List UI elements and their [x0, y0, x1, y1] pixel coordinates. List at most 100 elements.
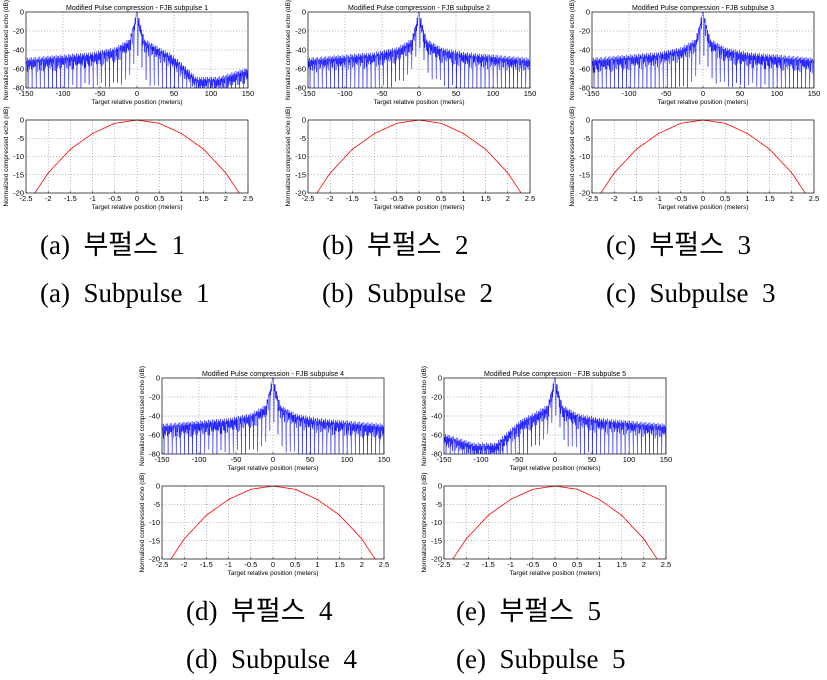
figure-a-svg: Modified Pulse compression - FJB subpuls… [3, 0, 254, 211]
data-point-bottom-0-8 [203, 148, 204, 150]
data-point-top-0-2 [70, 55, 71, 56]
ytick-label-top-2-3: -60 [579, 65, 590, 74]
data-point-top-2-10 [769, 55, 770, 56]
ytick-label-bottom-1-0: 0 [302, 116, 306, 125]
xtick-label-top-3-0: -150 [154, 455, 169, 464]
ytick-label-top-4-0: 0 [438, 374, 442, 383]
caption-c-en-text: (c) Subpulse 3 [606, 278, 776, 308]
caption-a-ko: (a) 부펄스 1 [40, 232, 185, 259]
xlabel-bottom-4: Target relative position (meters) [509, 570, 600, 577]
ytick-label-bottom-2-4: -20 [579, 189, 590, 198]
xtick-label-bottom-0-5: 0 [135, 194, 139, 203]
xtick-label-bottom-2-1: -2 [611, 194, 618, 203]
ytick-label-top-1-4: -80 [295, 84, 306, 93]
xtick-label-bottom-4-4: -0.5 [526, 560, 539, 569]
data-point-bottom-0-9 [225, 172, 227, 174]
xtick-label-bottom-4-10: 2.5 [661, 560, 671, 569]
xtick-label-top-0-5: 100 [205, 89, 218, 98]
ylabel-top-1: Normalized compressed echo (dB) [285, 0, 292, 100]
data-point-top-0-11 [195, 78, 197, 79]
ytick-label-bottom-0-0: 0 [20, 116, 24, 125]
xtick-label-bottom-3-5: 0 [271, 560, 275, 569]
xtick-label-bottom-4-9: 2 [642, 560, 646, 569]
data-point-bottom-3-2 [206, 514, 207, 516]
data-point-top-4-12 [643, 423, 645, 424]
data-point-top-4-4 [521, 420, 522, 422]
ytick-label-top-4-4: -80 [431, 450, 442, 459]
data-point-top-2-7 [710, 40, 711, 41]
xtick-label-top-1-2: -50 [377, 89, 388, 98]
xtick-label-bottom-0-10: 2.5 [243, 194, 253, 203]
data-point-bottom-4-7 [599, 499, 600, 500]
caption-d-ko-text: (d) 부펄스 4 [186, 596, 333, 626]
caption-b-ko-text: (b) 부펄스 2 [322, 230, 469, 260]
xtick-label-bottom-2-9: 2 [790, 194, 794, 203]
chart-title-1: Modified Pulse compression - FJB subpuls… [348, 5, 490, 12]
data-point-top-3-3 [228, 419, 229, 421]
plot-top-2: Modified Pulse compression - FJB subpuls… [569, 0, 820, 106]
xtick-label-bottom-4-3: -1 [507, 560, 514, 569]
data-point-top-4-11 [621, 421, 622, 422]
data-point-top-2-8 [724, 48, 726, 50]
data-point-bottom-0-7 [181, 133, 182, 134]
xtick-label-bottom-3-3: -1 [225, 560, 232, 569]
xtick-label-bottom-0-4: -0.5 [108, 194, 121, 203]
xtick-label-bottom-3-9: 2 [360, 560, 364, 569]
ylabel-bottom-3: Normalized compressed echo (dB) [139, 472, 146, 572]
data-point-bottom-4-9 [643, 538, 645, 540]
ytick-label-bottom-3-2: -10 [149, 518, 160, 527]
xtick-label-top-1-1: -100 [337, 89, 352, 98]
data-point-top-3-7 [280, 406, 281, 407]
xtick-label-bottom-1-5: 0 [417, 194, 421, 203]
ytick-label-bottom-3-4: -20 [149, 555, 160, 564]
xtick-label-top-0-0: -150 [18, 89, 33, 98]
xtick-label-top-2-3: 0 [701, 89, 705, 98]
figure-d-svg: Modified Pulse compression - FJB subpuls… [139, 366, 390, 577]
ytick-label-bottom-1-3: -15 [295, 170, 306, 179]
data-point-bottom-2-9 [791, 172, 793, 174]
caption-d-en: (d) Subpulse 4 [186, 646, 357, 673]
ytick-label-top-1-3: -60 [295, 65, 306, 74]
xlabel-bottom-1: Target relative position (meters) [373, 204, 464, 211]
xtick-label-bottom-0-2: -1.5 [64, 194, 77, 203]
xtick-label-bottom-2-6: 0.5 [720, 194, 730, 203]
ytick-label-bottom-1-2: -10 [295, 152, 306, 161]
ytick-label-bottom-2-1: -5 [583, 134, 590, 143]
data-point-top-0-10 [181, 63, 182, 65]
ytick-label-bottom-3-0: 0 [156, 482, 160, 491]
figure-e: Modified Pulse compression - FJB subpuls… [418, 366, 688, 586]
xtick-label-bottom-1-1: -2 [327, 194, 334, 203]
ytick-label-bottom-4-4: -20 [431, 555, 442, 564]
data-point-bottom-3-6 [294, 488, 296, 490]
plot-bottom-2: -2.5 -2 -1.5 -1 -0.5 0 0.5 1 1.5 2 2.5 0 -5 -10 -15 -20… [569, 106, 819, 211]
ytick-label-top-0-0: 0 [20, 8, 24, 17]
caption-d-ko: (d) 부펄스 4 [186, 598, 333, 625]
plot-top-1: Modified Pulse compression - FJB subpuls… [285, 0, 536, 106]
ytick-label-top-2-0: 0 [586, 8, 590, 17]
xtick-label-bottom-1-8: 1.5 [480, 194, 490, 203]
data-point-top-3-2 [206, 421, 207, 422]
data-point-top-0-8 [158, 48, 160, 50]
data-point-top-4-2 [495, 444, 497, 445]
xtick-label-bottom-2-8: 1.5 [764, 194, 774, 203]
plot-bottom-4: -2.5 -2 -1.5 -1 -0.5 0 0.5 1 1.5 2 2.5 0 -5 -10 -15 -20… [421, 472, 671, 577]
data-point-top-2-9 [747, 53, 748, 55]
caption-a-en-text: (a) Subpulse 1 [40, 278, 210, 308]
data-point-bottom-2-6 [724, 122, 726, 124]
data-point-bottom-3-9 [361, 538, 363, 540]
xtick-label-top-3-3: 0 [271, 455, 275, 464]
data-point-bottom-0-2 [70, 148, 71, 150]
data-point-bottom-4-8 [621, 514, 622, 516]
ytick-label-top-3-1: -20 [149, 393, 160, 402]
caption-c-ko-text: (c) 부펄스 3 [606, 230, 751, 260]
data-point-top-3-9 [317, 419, 318, 421]
xtick-label-bottom-4-0: -2.5 [438, 560, 451, 569]
data-point-top-2-1 [613, 57, 615, 58]
data-point-bottom-2-2 [636, 148, 637, 150]
ytick-label-bottom-4-3: -15 [431, 536, 442, 545]
xtick-label-bottom-0-0: -2.5 [20, 194, 33, 203]
data-point-bottom-3-8 [339, 514, 340, 516]
data-point-top-2-5 [695, 40, 696, 41]
xtick-label-bottom-2-2: -1.5 [630, 194, 643, 203]
data-point-top-3-11 [361, 423, 363, 424]
